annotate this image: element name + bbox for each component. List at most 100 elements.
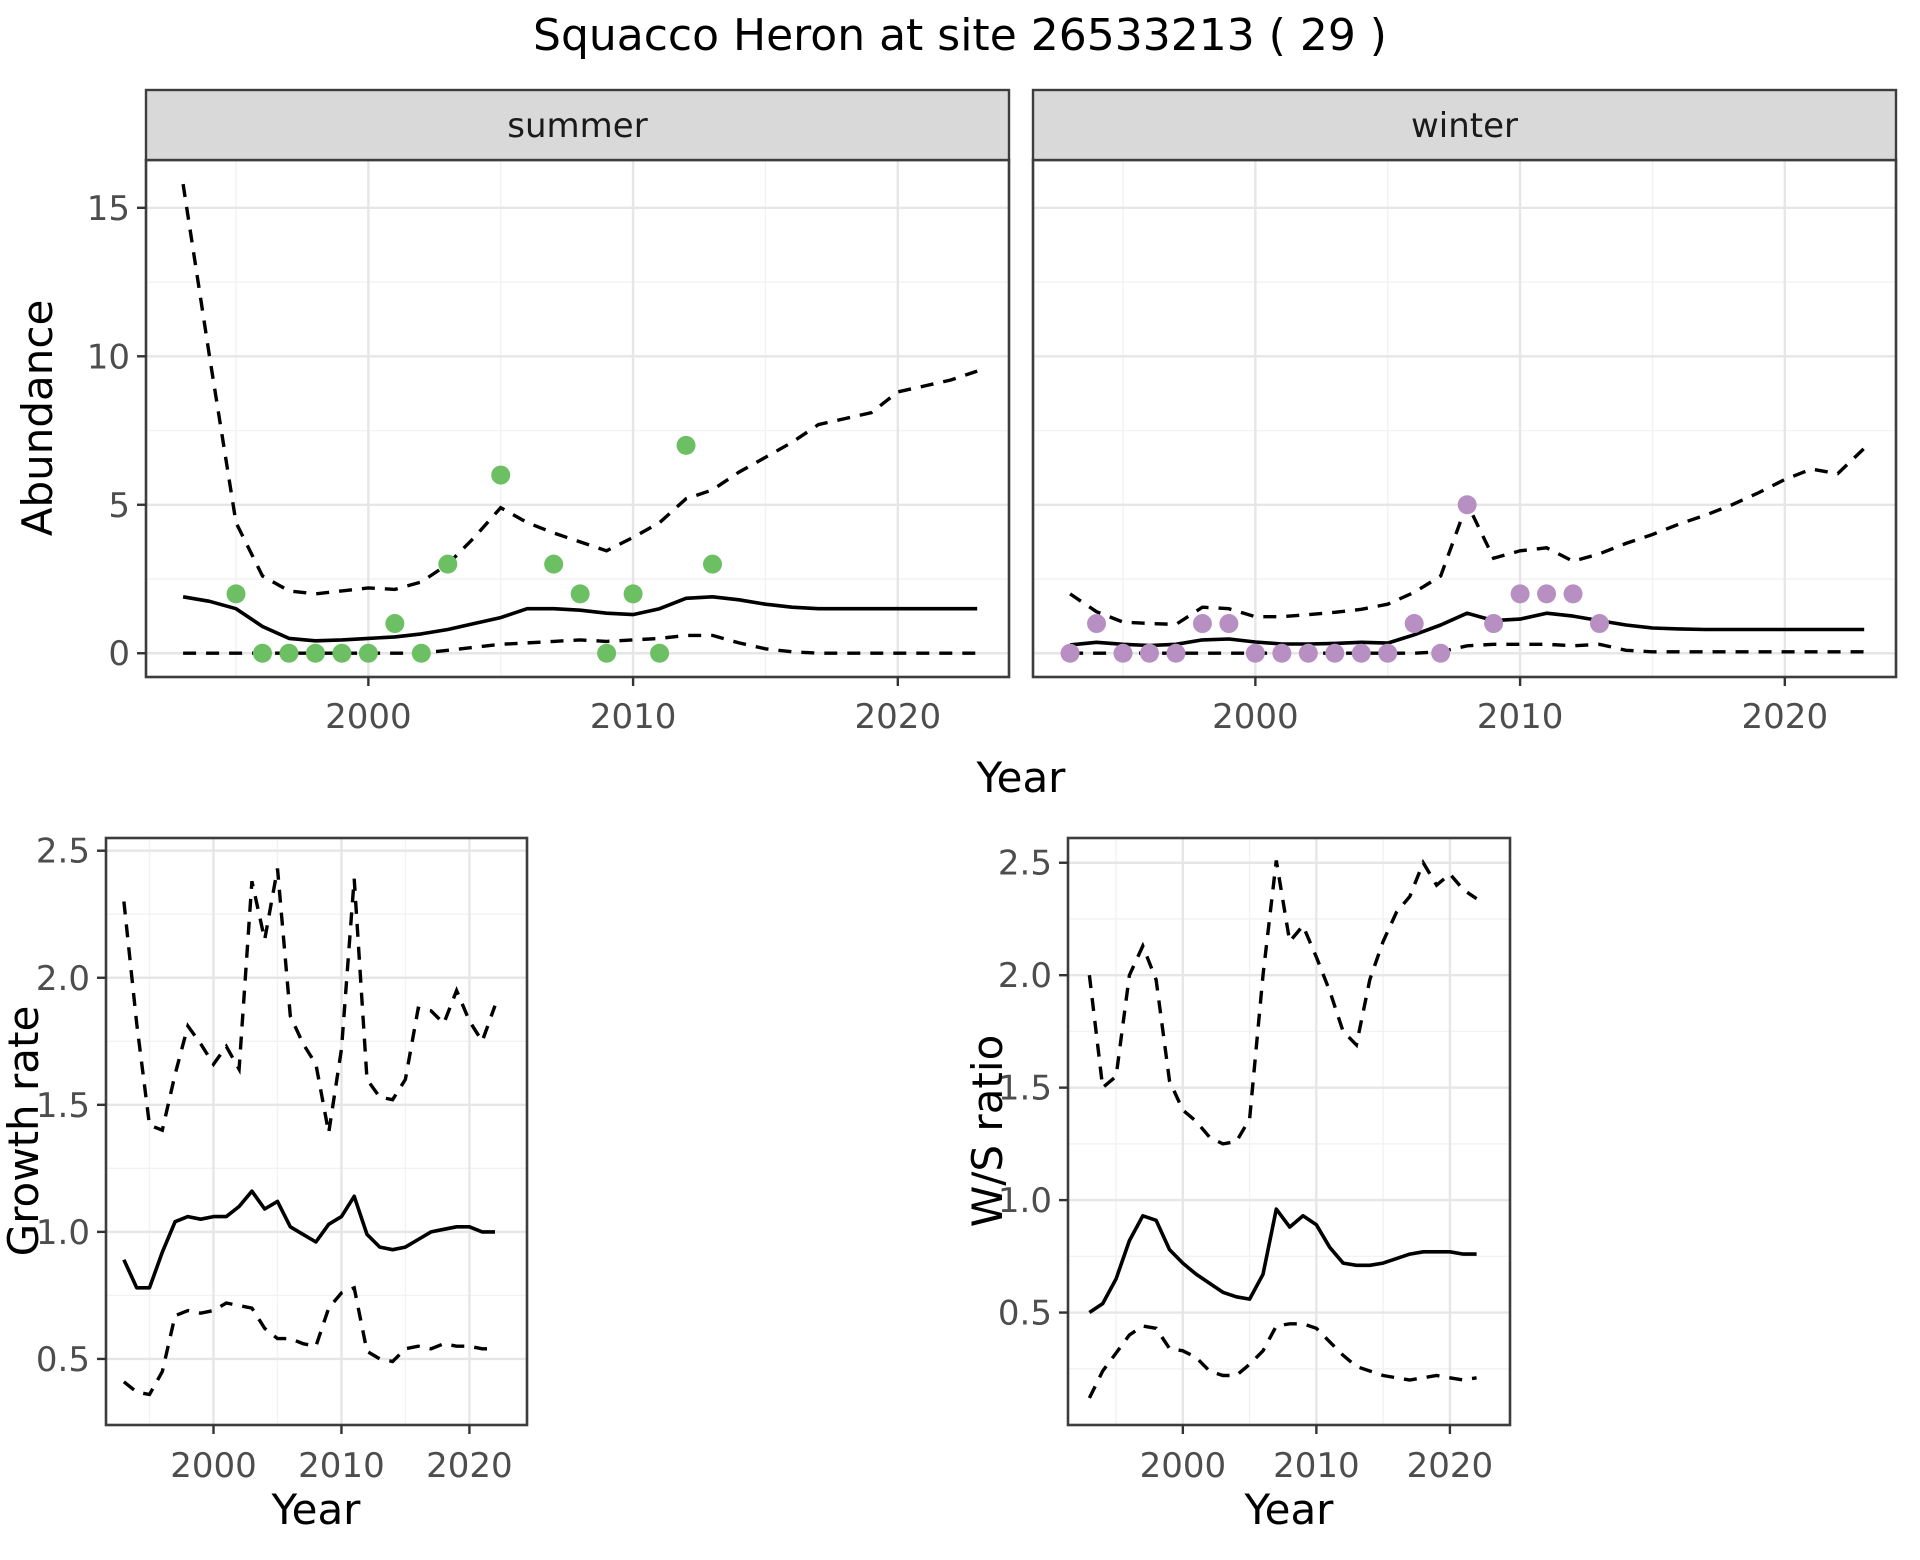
- observed-point: [1139, 643, 1159, 663]
- winter-panel: winter 2000 2010 2020: [1031, 88, 1898, 737]
- observed-point: [438, 554, 458, 574]
- x-tick-label: 2010: [590, 697, 677, 737]
- observed-point: [1245, 643, 1265, 663]
- growth_rate-chart: 2000 2010 2020 0.5 1.0 1.5 2.0 2.5 Year Growth ra…: [0, 832, 529, 1534]
- series-layer: [122, 868, 497, 1397]
- observed-point: [570, 584, 590, 604]
- x-axis-title: Year: [271, 1485, 362, 1534]
- x-tick-label: 2020: [1407, 1446, 1494, 1486]
- y-tick-label: 0.5: [36, 1340, 90, 1380]
- facet-strip-label: winter: [1411, 106, 1518, 146]
- abundance-chart: summer 2000 2010 2020 0 5 10 15 winter 2000 2010 20…: [13, 88, 1898, 802]
- observed-point: [597, 643, 617, 663]
- observed-point: [650, 643, 670, 663]
- y-tick-label: 1.5: [36, 1086, 90, 1126]
- observed-point: [1431, 643, 1451, 663]
- observed-point: [1378, 643, 1398, 663]
- observed-point: [676, 435, 696, 455]
- panel-background: [106, 838, 527, 1425]
- observed-point: [1325, 643, 1345, 663]
- x-tick-label: 2010: [298, 1446, 385, 1486]
- mean-line: [122, 1189, 495, 1290]
- facet-strip: [1031, 88, 1898, 162]
- y-tick-label: 1.0: [36, 1213, 90, 1253]
- observed-point: [623, 584, 643, 604]
- x-tick-label: 2010: [1477, 697, 1564, 737]
- observed-point: [1113, 643, 1133, 663]
- observed-point: [1166, 643, 1186, 663]
- observed-point: [226, 584, 246, 604]
- observed-point: [279, 643, 299, 663]
- facet-strip-label: summer: [507, 106, 647, 146]
- observed-point: [1087, 614, 1107, 634]
- y-tick-label: 15: [87, 189, 130, 229]
- upper-ci-line: [1087, 858, 1478, 1146]
- x-tick-label: 2000: [1140, 1446, 1227, 1486]
- observed-point: [1563, 584, 1583, 604]
- x-axis-title: Year: [1244, 1485, 1335, 1534]
- series-layer: [1087, 858, 1478, 1399]
- observed-point: [1404, 614, 1424, 634]
- observed-point: [544, 554, 564, 574]
- y-axis-title: Abundance: [13, 300, 62, 537]
- observed-point: [1537, 584, 1557, 604]
- mean-line: [1088, 1207, 1477, 1314]
- growth_rate-panel: 2000 2010 2020 0.5 1.0 1.5 2.0 2.5: [36, 832, 529, 1486]
- observed-point: [1060, 643, 1080, 663]
- observed-point: [1272, 643, 1292, 663]
- y-tick-label: 2.5: [998, 844, 1052, 884]
- upper-ci-line: [122, 868, 497, 1134]
- y-tick-label: 2.0: [998, 956, 1052, 996]
- y-tick-label: 2.0: [36, 959, 90, 999]
- page-title: Squacco Heron at site 26533213 ( 29 ): [533, 10, 1387, 61]
- observed-point: [358, 643, 378, 663]
- series-layer: [1060, 447, 1866, 663]
- panel-background: [1068, 838, 1510, 1425]
- x-tick-label: 2000: [170, 1446, 257, 1486]
- lower-ci-line: [1087, 1322, 1477, 1399]
- x-tick-label: 2020: [1742, 697, 1829, 737]
- observed-point: [1510, 584, 1530, 604]
- y-tick-label: 0.5: [998, 1294, 1052, 1334]
- y-tick-label: 1.5: [998, 1069, 1052, 1109]
- observed-point: [703, 554, 723, 574]
- y-tick-label: 2.5: [36, 832, 90, 872]
- facet-strip: [144, 88, 1011, 162]
- x-tick-label: 2020: [426, 1446, 513, 1486]
- upper-ci-line: [181, 183, 978, 596]
- y-axis-title: W/S ratio: [963, 1035, 1012, 1228]
- ws_ratio-chart: 2000 2010 2020 0.5 1.0 1.5 2.0 2.5 Year W/S ratio: [963, 836, 1512, 1534]
- summer-panel: summer 2000 2010 2020 0 5 10 15: [87, 88, 1011, 737]
- lower-ci-line: [183, 633, 978, 655]
- observed-point: [411, 643, 431, 663]
- lower-ci-line: [1070, 642, 1865, 655]
- observed-point: [252, 643, 272, 663]
- observed-point: [491, 465, 511, 485]
- y-axis-title: Growth rate: [0, 1006, 48, 1257]
- x-tick-label: 2010: [1273, 1446, 1360, 1486]
- y-tick-label: 1.0: [998, 1181, 1052, 1221]
- y-tick-label: 0: [108, 634, 130, 674]
- observed-point: [1590, 614, 1610, 634]
- observed-point: [1219, 614, 1239, 634]
- ws_ratio-panel: 2000 2010 2020 0.5 1.0 1.5 2.0 2.5: [998, 836, 1512, 1486]
- observed-point: [332, 643, 352, 663]
- x-tick-label: 2000: [325, 697, 412, 737]
- observed-point: [1457, 495, 1477, 515]
- observed-point: [305, 643, 325, 663]
- y-tick-label: 10: [87, 337, 130, 377]
- mean-line: [182, 595, 978, 643]
- observed-point: [385, 614, 405, 634]
- x-tick-label: 2000: [1212, 697, 1299, 737]
- panel-background: [1033, 160, 1896, 677]
- panel-border: [1066, 836, 1512, 1427]
- mean-line: [1069, 611, 1865, 648]
- y-tick-label: 5: [108, 486, 130, 526]
- lower-ci-line: [122, 1285, 495, 1397]
- panel-border: [104, 836, 529, 1427]
- observed-point: [1192, 614, 1212, 634]
- series-layer: [181, 183, 978, 663]
- observed-point: [1351, 643, 1371, 663]
